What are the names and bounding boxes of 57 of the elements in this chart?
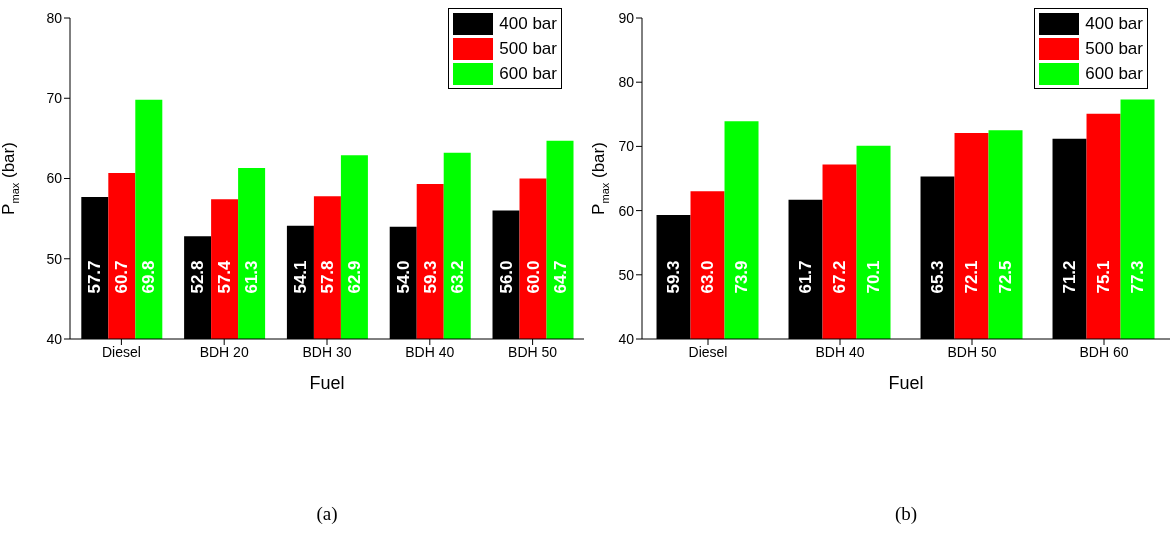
legend-label: 400 bar	[499, 13, 557, 34]
data-label: 54.0	[393, 260, 413, 294]
x-axis-title: Fuel	[888, 373, 924, 393]
legend-label: 500 bar	[1085, 38, 1143, 59]
data-label: 71.2	[1060, 260, 1080, 294]
data-label: 60.7	[112, 260, 132, 294]
x-tick-label: BDH 50	[508, 343, 558, 360]
data-label: 57.4	[215, 259, 235, 294]
data-label: 57.7	[85, 260, 105, 294]
x-axis-title: Fuel	[309, 373, 345, 393]
data-label: 54.1	[290, 260, 310, 294]
y-tick-label: 70	[46, 90, 63, 107]
data-label: 69.8	[139, 260, 159, 294]
data-label: 62.9	[344, 260, 364, 294]
text: (b)	[893, 503, 919, 525]
x-tick-label: BDH 50	[947, 343, 997, 360]
data-label: 67.2	[830, 260, 850, 294]
data-label: 77.3	[1128, 260, 1148, 294]
data-label: 61.3	[242, 260, 262, 294]
data-label: 59.3	[420, 260, 440, 294]
data-label: 70.1	[864, 260, 884, 294]
x-tick-label: BDH 60	[1079, 343, 1129, 360]
legend-label: 500 bar	[499, 38, 557, 59]
x-tick-label: BDH 40	[815, 343, 865, 360]
y-tick-label: 80	[618, 74, 635, 91]
x-tick-label: BDH 40	[405, 343, 455, 360]
data-label: 52.8	[188, 260, 208, 294]
data-label: 63.2	[447, 260, 467, 294]
x-tick-label: BDH 30	[302, 343, 352, 360]
legend-label: 400 bar	[1085, 13, 1143, 34]
data-label: 73.9	[732, 260, 752, 294]
y-tick-label: 50	[46, 250, 63, 267]
text: (a)	[315, 503, 339, 525]
y-tick-label: 70	[618, 138, 635, 155]
y-tick-label: 40	[618, 330, 635, 347]
y-tick-label: 60	[618, 202, 635, 219]
data-label: 60.0	[523, 260, 543, 294]
x-tick-label: Diesel	[101, 343, 141, 360]
y-tick-label: 90	[618, 9, 635, 26]
data-label: 72.1	[962, 260, 982, 294]
y-tick-label: 50	[618, 266, 635, 283]
y-tick-label: 80	[46, 9, 63, 26]
y-tick-label: 40	[46, 330, 63, 347]
data-label: 75.1	[1094, 260, 1114, 294]
y-tick-label: 60	[46, 170, 63, 187]
data-label: 63.0	[698, 260, 718, 294]
legend-label: 600 bar	[1085, 63, 1143, 84]
legend-label: 600 bar	[499, 63, 557, 84]
data-label: 65.3	[928, 260, 948, 294]
data-label: 59.3	[664, 260, 684, 294]
x-tick-label: Diesel	[688, 343, 728, 360]
x-tick-label: BDH 20	[199, 343, 249, 360]
data-label: 72.5	[996, 260, 1016, 294]
data-label: 57.8	[317, 260, 337, 294]
data-label: 56.0	[496, 260, 516, 294]
data-label: 61.7	[796, 260, 816, 294]
data-label: 64.7	[550, 260, 570, 294]
